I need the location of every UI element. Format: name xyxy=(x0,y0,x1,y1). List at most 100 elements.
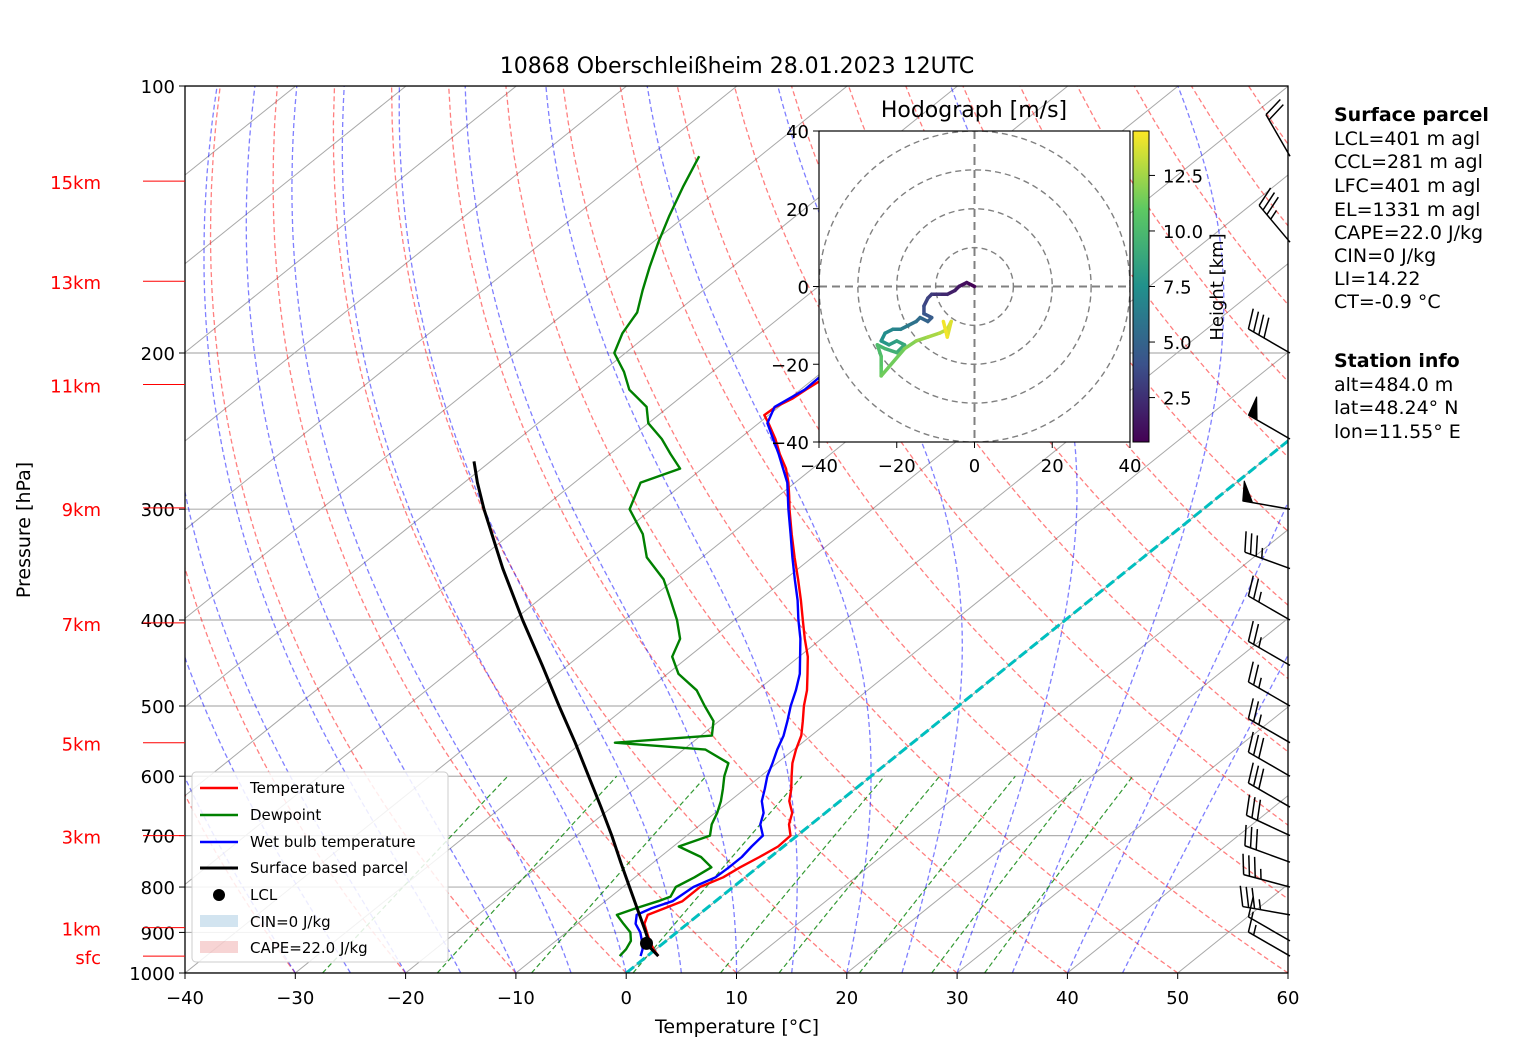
dry-adiabat-line xyxy=(272,86,627,973)
mixing-ratio-line xyxy=(778,775,941,973)
wind-barb-full xyxy=(1255,535,1259,557)
height-label: 11km xyxy=(50,376,101,397)
wind-barb-full xyxy=(1244,531,1247,553)
legend: Temperature Dewpoint Wet bulb temperatur… xyxy=(191,771,449,963)
legend-dewpoint-label: Dewpoint xyxy=(250,806,321,824)
wind-barb-full xyxy=(1251,887,1256,909)
isotherm-line xyxy=(736,529,1288,973)
x-tick-label: 40 xyxy=(1056,988,1079,1009)
hodograph-segment xyxy=(914,335,930,343)
mixing-ratio-line xyxy=(632,775,803,973)
x-tick-label: −40 xyxy=(166,988,204,1009)
dry-adiabat-line xyxy=(505,86,1068,973)
hodograph-segment xyxy=(926,331,942,339)
isotherm-line xyxy=(956,706,1288,973)
height-label: 5km xyxy=(62,735,101,756)
wind-barb xyxy=(1247,731,1291,777)
info-el: EL=1331 m agl xyxy=(1334,199,1480,221)
info-alt: alt=484.0 m xyxy=(1334,374,1453,396)
wind-barb xyxy=(1239,885,1291,916)
mixing-ratio-line xyxy=(984,775,1134,973)
hodograph-segment xyxy=(902,339,918,351)
hodo-x-tick-label: 40 xyxy=(1119,456,1142,477)
wind-barb-full xyxy=(1245,794,1251,816)
wind-barb-full xyxy=(1253,856,1256,878)
x-tick-label: 0 xyxy=(620,988,631,1009)
legend-cape-swatch xyxy=(200,941,238,953)
legend-lcl-marker xyxy=(213,889,225,901)
wind-barbs xyxy=(1239,98,1291,957)
wind-barb-full xyxy=(1247,575,1254,597)
hodo-x-tick-label: −20 xyxy=(878,456,916,477)
height-label: 13km xyxy=(50,273,101,294)
wind-barb xyxy=(1242,480,1291,510)
wind-barb-full xyxy=(1247,731,1254,753)
wind-barb-full xyxy=(1265,98,1281,116)
hodograph-ring xyxy=(857,169,1092,404)
isotherm-line xyxy=(185,86,958,708)
height-label: sfc xyxy=(75,948,101,969)
y-tick-label: 800 xyxy=(141,878,175,899)
moist-adiabat-line xyxy=(950,86,1078,973)
wind-barb-full xyxy=(1258,768,1265,790)
legend-cin-swatch xyxy=(200,915,238,927)
y-tick-label: 100 xyxy=(141,77,175,98)
isotherm-line xyxy=(294,174,1288,973)
y-tick-label: 200 xyxy=(141,344,175,365)
wind-barb xyxy=(1247,698,1291,744)
wind-barb xyxy=(1247,620,1291,667)
wind-barb-full xyxy=(1239,885,1244,907)
y-axis-ticks: 100 200 300 400 500 600 700 800 900 1000 xyxy=(129,77,185,985)
wind-barb-full xyxy=(1252,701,1260,722)
series-dewpoint xyxy=(613,155,730,957)
wind-barb-half xyxy=(1261,547,1264,559)
wind-barb-full xyxy=(1258,314,1265,336)
wind-barb-full xyxy=(1263,317,1270,339)
wind-barb-full xyxy=(1247,308,1254,330)
wind-barb-half xyxy=(1270,210,1278,220)
x-axis-ticks: −40 −30 −20 −10 0 10 20 30 40 50 60 xyxy=(166,973,1299,1009)
wind-barb xyxy=(1245,794,1291,837)
moist-adiabat-line xyxy=(398,86,683,973)
legend-wetbulb-label: Wet bulb temperature xyxy=(250,833,416,851)
x-tick-label: 30 xyxy=(946,988,969,1009)
x-axis-label: Temperature [°C] xyxy=(654,1016,819,1038)
wind-barb-full xyxy=(1247,896,1254,918)
legend-parcel-label: Surface based parcel xyxy=(250,859,408,877)
hodograph-ring xyxy=(896,208,1053,365)
wind-barb-half xyxy=(1258,714,1262,725)
wind-barb-full xyxy=(1247,698,1254,719)
wind-barb-full xyxy=(1252,623,1260,645)
hodo-y-tick-label: −40 xyxy=(771,433,809,454)
wind-barb-full xyxy=(1258,737,1265,759)
moist-adiabat-line xyxy=(341,86,627,973)
wind-barb xyxy=(1247,575,1291,621)
hodo-y-tick-label: 0 xyxy=(798,278,809,299)
wind-barb xyxy=(1265,98,1291,157)
height-labels: 15km 13km 11km 9km 7km 5km 3km 1km sfc xyxy=(50,173,185,969)
wind-barb-staff xyxy=(1248,328,1291,354)
dry-adiabat-line xyxy=(619,86,1288,973)
moist-adiabat-line xyxy=(291,86,572,973)
wind-barb xyxy=(1247,896,1291,942)
isotherm-line xyxy=(1067,795,1288,973)
isotherm-line xyxy=(185,86,627,442)
hodo-x-tick-label: 0 xyxy=(969,456,980,477)
wind-barb-full xyxy=(1252,664,1260,686)
wind-barb-staff xyxy=(1248,931,1291,957)
wind-barb-staff xyxy=(1243,873,1291,888)
info-li: LI=14.22 xyxy=(1334,268,1421,290)
hodograph-segment xyxy=(895,343,907,355)
wind-barb-full xyxy=(1247,620,1254,642)
dry-adiabat-line xyxy=(185,565,407,973)
info-lcl: LCL=401 m agl xyxy=(1334,128,1480,150)
wind-barb-staff xyxy=(1265,114,1291,157)
wind-barb-half xyxy=(1258,677,1262,689)
wind-barb-full xyxy=(1258,187,1272,206)
info-lon: lon=11.55° E xyxy=(1334,421,1461,443)
hodo-y-tick-label: 20 xyxy=(786,200,809,221)
wind-barb-staff xyxy=(1248,916,1291,942)
isotherm-line xyxy=(515,351,1288,973)
wind-barb-full xyxy=(1255,828,1259,850)
wind-barb xyxy=(1247,762,1291,808)
